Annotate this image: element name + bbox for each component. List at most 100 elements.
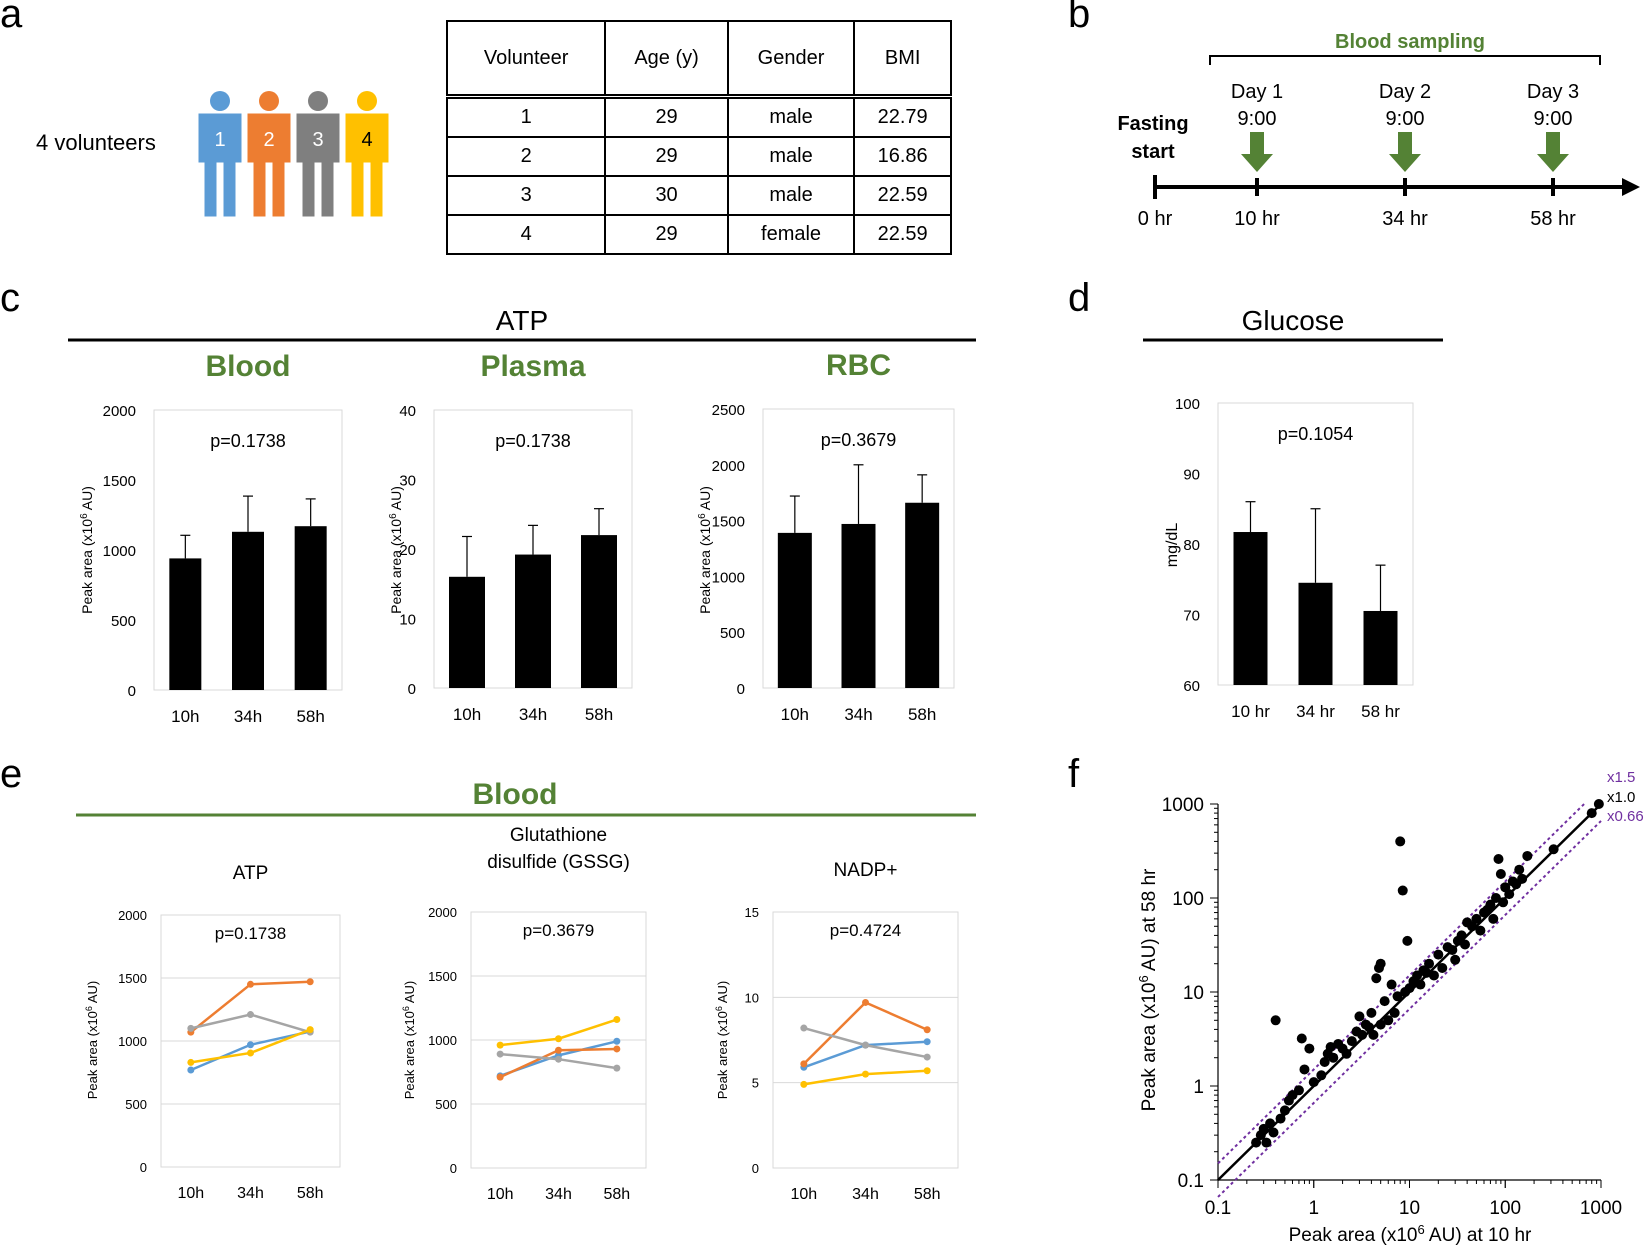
series-point — [613, 1037, 621, 1045]
p-value-label: p=0.3679 — [821, 430, 897, 450]
x-tick-label: 10h — [171, 707, 199, 726]
chart-e2: 0 500 1000 1500 2000 10h 34h 58h p=0.3679 Glutath… — [428, 825, 647, 1203]
p-value-label: p=0.4724 — [830, 921, 901, 940]
series-point — [496, 1073, 504, 1081]
y-tick-label: 100 — [1175, 396, 1200, 413]
bar — [294, 526, 327, 690]
series-point — [187, 1066, 195, 1074]
scatter-point — [1421, 967, 1432, 978]
series-point — [862, 1041, 869, 1049]
bar — [581, 535, 617, 688]
x-tick-label: 58h — [585, 705, 613, 724]
sampling-bracket — [1209, 55, 1601, 65]
scatter-point — [1375, 958, 1386, 969]
x-tick-label: 34h — [237, 1185, 264, 1202]
scatter-point — [1514, 864, 1525, 875]
scatter-point — [1433, 949, 1444, 960]
y-tick-label: 0 — [140, 1160, 147, 1175]
scatter-point — [1316, 1070, 1327, 1081]
scatter-point — [1366, 1007, 1377, 1018]
scatter-point — [1586, 808, 1597, 819]
scatter-point — [1296, 1033, 1307, 1044]
down-arrow-icon — [1241, 132, 1273, 172]
sampling-day-label: Day 1 — [1231, 81, 1283, 103]
panel-label-b: b — [1068, 0, 1091, 36]
scatter-point — [1275, 1113, 1286, 1124]
guide-label: x1.0 — [1607, 789, 1635, 806]
x-tick-label: 1000 — [1580, 1198, 1622, 1219]
scatter-point — [1424, 958, 1435, 969]
table-cell: 1 — [445, 95, 607, 138]
volunteer-1-icon: 1 — [197, 91, 243, 218]
down-arrow-icon — [1537, 132, 1569, 172]
sampling-time-label: 9:00 — [1534, 108, 1573, 130]
volunteers-label: 4 volunteers — [36, 130, 156, 155]
panel-label-e: e — [0, 752, 23, 796]
scatter-point — [1397, 885, 1408, 896]
table-cell: 22.59 — [853, 214, 952, 255]
volunteer-3-icon: 3 — [295, 91, 341, 218]
volunteer-number: 3 — [312, 129, 323, 151]
series-point — [496, 1041, 504, 1049]
guide-line — [1217, 820, 1602, 1198]
down-arrow-icon — [1389, 132, 1421, 172]
scatter-point — [1467, 921, 1478, 932]
table-cell: 4 — [445, 214, 607, 255]
volunteer-body — [246, 112, 292, 218]
table-cell: 29 — [604, 136, 729, 177]
series-point — [862, 998, 869, 1006]
p-value-label: p=0.3679 — [523, 921, 594, 940]
timepoint-label: 0 hr — [1138, 208, 1173, 230]
x-tick-label: 10h — [487, 1186, 514, 1203]
y-axis-label: Peak area (x106 AU) — [697, 486, 714, 614]
volunteer-4-icon: 4 — [344, 91, 390, 218]
y-tick-label: 500 — [435, 1097, 457, 1112]
chart-title: Glutathione — [510, 825, 607, 846]
scatter-point — [1319, 1057, 1330, 1068]
y-tick-label: 500 — [125, 1097, 147, 1112]
table-header: Gender — [726, 20, 856, 98]
y-axis-label: Peak area (x106 AU) at 58 hr — [1136, 868, 1161, 1111]
series-point — [613, 1045, 621, 1053]
table-header: Age (y) — [604, 20, 729, 98]
scatter-point — [1428, 970, 1439, 981]
scatter-point — [1308, 1077, 1319, 1088]
timepoint-label: 34 hr — [1382, 208, 1428, 230]
series-point — [555, 1046, 562, 1054]
scatter-point — [1383, 1015, 1394, 1026]
x-tick-label: 58h — [914, 1186, 941, 1203]
scatter-point — [1504, 889, 1515, 900]
scatter-point — [1354, 1011, 1365, 1022]
bar — [169, 558, 202, 690]
y-tick-label: 10 — [399, 612, 416, 629]
x-tick-label: 10 — [1399, 1198, 1420, 1219]
chart-c2: 0 10 20 30 40 10h 34h 58h p=0.1738 Plasma — [399, 350, 633, 724]
p-value-label: p=0.1054 — [1278, 424, 1354, 444]
panel-label-c: c — [0, 276, 20, 320]
y-tick-label: 0 — [737, 681, 745, 698]
series-point — [247, 1041, 254, 1049]
scatter-point — [1279, 1105, 1290, 1116]
y-axis-label: Peak area (x106 AU) — [401, 981, 417, 1099]
x-tick-label: 34h — [234, 707, 262, 726]
y-tick-label: 30 — [399, 473, 416, 490]
y-tick-label: 80 — [1183, 537, 1200, 554]
chart-title: RBC — [826, 349, 891, 382]
section-title-atp: ATP — [496, 305, 548, 336]
x-tick-label: 10 hr — [1231, 702, 1270, 721]
chart-c3: 0 500 1000 1500 2000 2500 10h 34h 58h p=0.3679 RBC — [712, 349, 955, 724]
scatter-point — [1325, 1041, 1336, 1052]
y-axis-label: Peak area (x106 AU) — [388, 486, 405, 614]
y-tick-label: 1000 — [428, 1033, 457, 1048]
chart-c1: 0 500 1000 1500 2000 10h 34h 58h p=0.1738 Blood — [103, 350, 343, 726]
x-axis-label: Peak area (x106 AU) at 10 hr — [1289, 1222, 1532, 1247]
y-tick-label: 70 — [1183, 608, 1200, 625]
volunteer-number: 2 — [263, 129, 274, 151]
y-axis-label: Peak area (x106 AU) — [84, 981, 100, 1099]
panel-label-d: d — [1068, 276, 1091, 320]
x-tick-label: 58h — [603, 1186, 630, 1203]
series-point — [613, 1064, 621, 1072]
scatter-point — [1375, 1019, 1386, 1030]
section-title-glucose: Glucose — [1242, 305, 1345, 336]
timeline-arrowhead — [1622, 178, 1640, 196]
